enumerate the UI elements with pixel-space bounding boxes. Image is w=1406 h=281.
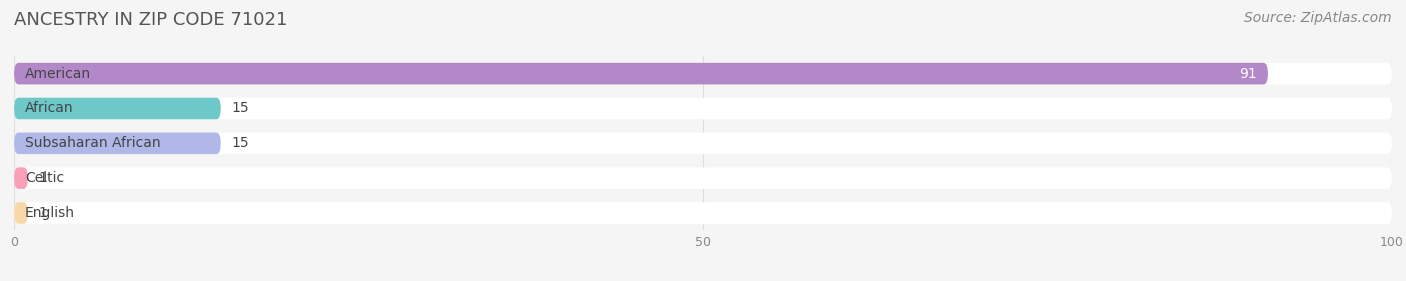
FancyBboxPatch shape	[14, 133, 221, 154]
Text: African: African	[25, 101, 73, 115]
Text: Subsaharan African: Subsaharan African	[25, 136, 160, 150]
FancyBboxPatch shape	[14, 202, 28, 224]
FancyBboxPatch shape	[14, 63, 1392, 84]
FancyBboxPatch shape	[14, 98, 221, 119]
FancyBboxPatch shape	[14, 63, 1268, 84]
Text: 15: 15	[232, 136, 249, 150]
FancyBboxPatch shape	[14, 98, 1392, 119]
Text: Celtic: Celtic	[25, 171, 65, 185]
Text: ANCESTRY IN ZIP CODE 71021: ANCESTRY IN ZIP CODE 71021	[14, 11, 287, 29]
FancyBboxPatch shape	[14, 202, 1392, 224]
FancyBboxPatch shape	[14, 167, 1392, 189]
Text: English: English	[25, 206, 75, 220]
Text: 1: 1	[39, 171, 48, 185]
Text: 15: 15	[232, 101, 249, 115]
Text: Source: ZipAtlas.com: Source: ZipAtlas.com	[1244, 11, 1392, 25]
Text: 91: 91	[1239, 67, 1257, 81]
Text: American: American	[25, 67, 91, 81]
FancyBboxPatch shape	[14, 167, 28, 189]
FancyBboxPatch shape	[14, 133, 1392, 154]
Text: 1: 1	[39, 206, 48, 220]
